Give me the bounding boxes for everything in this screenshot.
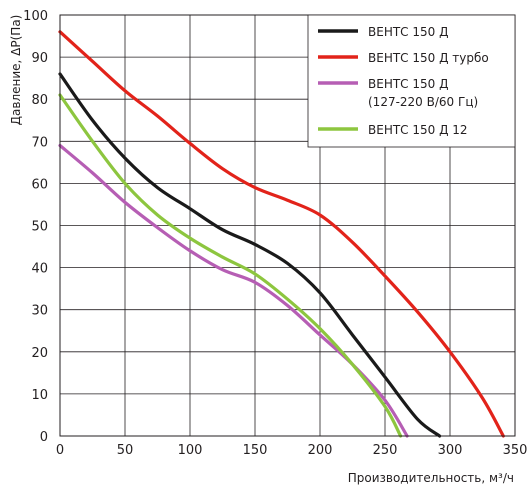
series-line-1 bbox=[58, 72, 442, 438]
legend-label-1: ВЕНТС 150 Д bbox=[368, 25, 448, 39]
y-tick-label: 100 bbox=[23, 9, 48, 24]
y-tick-label: 50 bbox=[31, 220, 48, 235]
tick-labels: 0 50 100 150 200 250 300 350 0 10 20 30 40 50 60 70 80 90… bbox=[23, 9, 527, 458]
y-tick-label: 10 bbox=[31, 388, 48, 403]
y-tick-label: 90 bbox=[31, 51, 48, 66]
y-tick-label: 80 bbox=[31, 93, 48, 108]
legend-label-2: ВЕНТС 150 Д турбо bbox=[368, 51, 489, 65]
y-tick-label: 40 bbox=[31, 262, 48, 277]
legend: ВЕНТС 150 Д ВЕНТС 150 Д турбо ВЕНТС 150 Д(… bbox=[307, 14, 516, 148]
y-tick-label: 20 bbox=[31, 346, 48, 361]
y-tick-label: 0 bbox=[40, 430, 48, 445]
series-line-2 bbox=[58, 30, 505, 438]
x-tick-label: 50 bbox=[117, 443, 134, 458]
x-tick-label: 300 bbox=[438, 443, 463, 458]
y-axis-label: Давление, ΔP(Па) bbox=[9, 15, 23, 126]
plot-frame bbox=[59, 14, 516, 437]
x-tick-label: 350 bbox=[503, 443, 528, 458]
x-tick-label: 0 bbox=[56, 443, 64, 458]
legend-label-3: ВЕНТС 150 Д (127-220 В/60 Гц) bbox=[368, 77, 478, 109]
series-lines bbox=[58, 30, 505, 438]
x-tick-label: 200 bbox=[308, 443, 333, 458]
x-axis-label: Производительность, м³/ч bbox=[348, 471, 514, 485]
y-tick-label: 70 bbox=[31, 135, 48, 150]
y-tick-label: 60 bbox=[31, 177, 48, 192]
series-line-4 bbox=[58, 93, 403, 438]
series-line-3 bbox=[58, 143, 409, 438]
x-tick-label: 150 bbox=[243, 443, 268, 458]
y-tick-label: 30 bbox=[31, 304, 48, 319]
x-tick-label: 100 bbox=[178, 443, 203, 458]
legend-box bbox=[307, 14, 516, 148]
x-tick-label: 250 bbox=[373, 443, 398, 458]
legend-label-4: ВЕНТС 150 Д 12 bbox=[368, 123, 468, 137]
